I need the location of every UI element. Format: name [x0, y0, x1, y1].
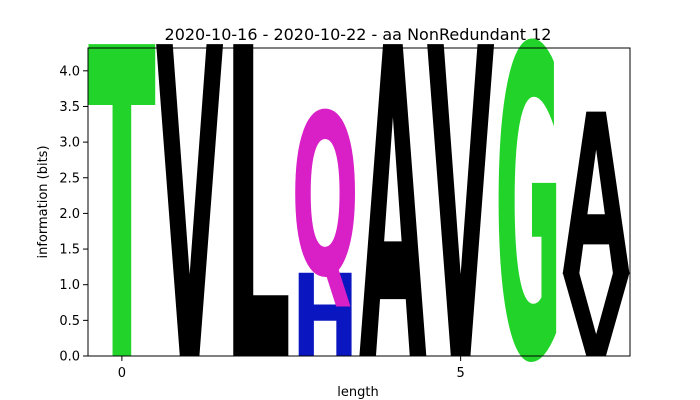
y-tick-label: 1.0: [59, 278, 80, 293]
chart-title: 2020-10-16 - 2020-10-22 - aa NonRedundan…: [165, 25, 552, 44]
y-tick-label: 3.5: [59, 100, 80, 115]
logo-letter-h: H: [291, 251, 359, 384]
letters-layer: T V L HQ A V G VA: [88, 0, 630, 400]
y-tick-label: 0.0: [59, 350, 80, 365]
logo-letter-t: T: [88, 0, 156, 400]
y-tick-label: 1.5: [59, 243, 80, 258]
y-tick-label: 3.0: [59, 136, 80, 151]
y-tick-label: 2.0: [59, 207, 80, 222]
y-tick-label: 0.5: [59, 314, 80, 329]
logo-letter-a: A: [359, 0, 427, 400]
logo-letter-a: A: [562, 67, 630, 326]
x-tick-label: 0: [118, 366, 126, 381]
logo-letter-l: L: [224, 0, 292, 400]
x-axis-label: length: [337, 385, 378, 400]
y-tick-label: 4.0: [59, 64, 80, 79]
x-tick-label: 5: [456, 366, 464, 381]
y-axis: 0.0 0.5 1.0 1.5 2.0 2.5 3.0 3.5 4.0: [59, 64, 88, 365]
plot-frame: [87, 47, 631, 357]
logo-letter-v: V: [156, 0, 224, 400]
y-axis-label: information (bits): [36, 145, 51, 258]
logo-letter-v: V: [562, 251, 630, 383]
logo-letter-g: G: [495, 0, 563, 400]
logo-letter-v: V: [427, 0, 495, 400]
plot-area: T V L HQ A V G VA: [87, 0, 631, 400]
logo-letter-q: Q: [291, 69, 359, 327]
y-tick-label: 2.5: [59, 171, 80, 186]
